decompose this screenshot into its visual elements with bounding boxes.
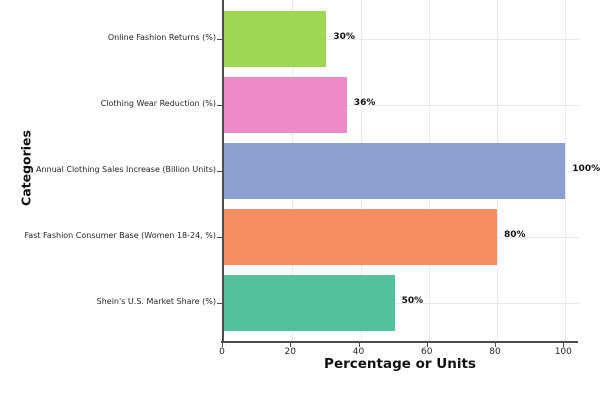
y-tick-label: Fast Fashion Consumer Base (Women 18-24,… — [24, 230, 216, 240]
horizontal-gridline — [224, 104, 580, 106]
plot-area: 30% 36% 100% 80% 50% — [222, 0, 600, 342]
y-tick-label: Clothing Wear Reduction (%) — [100, 98, 216, 108]
x-tick-label: 80 — [489, 347, 501, 357]
x-tick-mark — [358, 343, 360, 347]
bar-value-label: 50% — [401, 295, 424, 306]
horizontal-gridline — [224, 38, 580, 40]
y-tick-mark — [217, 236, 222, 238]
bar — [224, 10, 327, 67]
y-tick-label: Online Fashion Returns (%) — [107, 32, 216, 42]
x-axis-line — [221, 341, 578, 343]
x-tick-mark — [495, 343, 497, 347]
y-tick-mark — [217, 38, 222, 40]
x-tick-label: 20 — [284, 347, 296, 357]
bar-value-label: 80% — [504, 229, 526, 240]
bar-value-label: 30% — [333, 31, 355, 42]
x-tick-label: 60 — [421, 347, 433, 357]
x-tick-mark — [426, 343, 428, 347]
bar-value-label: 36% — [353, 97, 376, 108]
x-tick-label: 40 — [352, 347, 365, 357]
bar — [224, 208, 498, 265]
x-tick-label: 0 — [219, 347, 225, 357]
y-tick-mark — [217, 170, 222, 172]
x-tick-mark — [290, 343, 292, 347]
y-tick-mark — [217, 302, 222, 304]
x-tick-mark — [563, 343, 565, 347]
x-tick-mark — [222, 343, 223, 347]
x-axis-title: Percentage or Units — [324, 356, 476, 372]
bar — [224, 274, 395, 331]
bar-value-label: 100% — [572, 163, 600, 174]
bar — [224, 76, 347, 133]
y-tick-label: Annual Clothing Sales Increase (Billion … — [36, 164, 216, 174]
x-tick-label: 100 — [554, 347, 572, 357]
horizontal-gridline — [224, 302, 580, 304]
y-tick-label: Shein's U.S. Market Share (%) — [96, 296, 216, 306]
bar — [224, 142, 566, 199]
y-tick-mark — [217, 104, 222, 106]
